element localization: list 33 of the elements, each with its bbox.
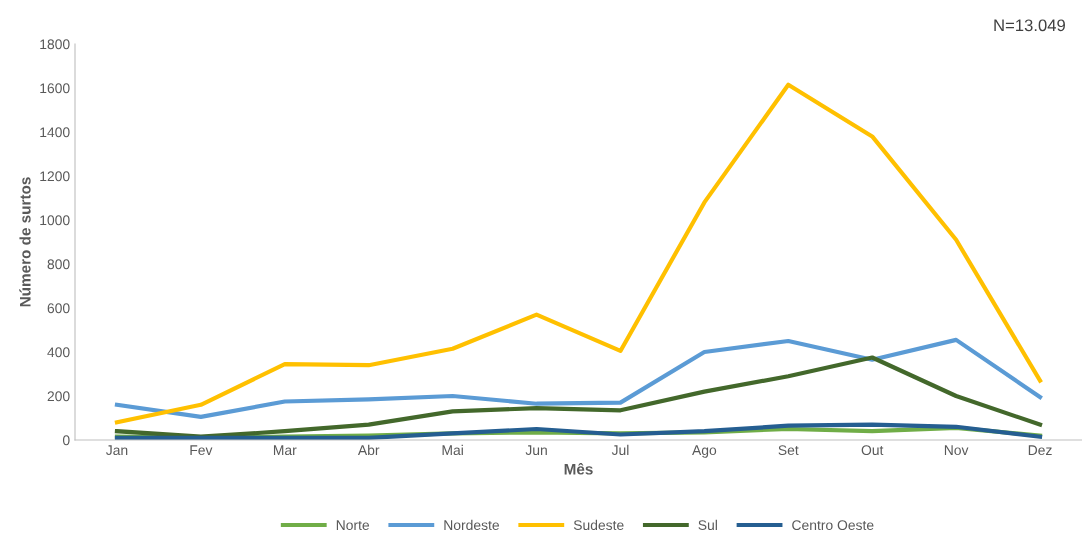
x-tick-label: Out bbox=[861, 445, 884, 456]
x-tick-label: Fev bbox=[190, 445, 213, 456]
y-tick-label: 800 bbox=[47, 259, 70, 270]
line-series bbox=[114, 82, 1043, 425]
y-tick-label: 0 bbox=[62, 435, 70, 446]
x-tick-label: Mai bbox=[442, 444, 463, 456]
line-series bbox=[114, 355, 1043, 439]
legend-label: Sul bbox=[698, 519, 717, 531]
x-tick-label: Jan bbox=[105, 445, 128, 456]
x-tick-label: Nov bbox=[944, 445, 969, 456]
y-axis-title: Número de surtos bbox=[19, 177, 31, 307]
x-tick-label: Dez bbox=[1028, 445, 1052, 456]
legend-label: Sudeste bbox=[573, 519, 624, 531]
x-tick-label: Jul bbox=[611, 444, 629, 456]
y-tick-label: 1400 bbox=[40, 127, 70, 138]
y-tick-label: 400 bbox=[47, 347, 70, 358]
line-series bbox=[114, 337, 1043, 419]
y-tick-label: 200 bbox=[47, 391, 70, 402]
y-tick-label: 600 bbox=[47, 303, 70, 314]
text: N=13.049 bbox=[994, 19, 1065, 32]
x-tick-label: Abr bbox=[357, 444, 380, 456]
x-tick-label: Set bbox=[778, 445, 799, 456]
x-tick-label: Jun bbox=[525, 445, 547, 456]
x-tick-label: Ago bbox=[692, 445, 717, 458]
x-tick-label: Mar bbox=[273, 445, 297, 456]
legend-label: Centro Oeste bbox=[792, 520, 874, 531]
legend-label: Nordeste bbox=[444, 519, 500, 531]
y-tick-label: 1200 bbox=[40, 171, 70, 182]
y-tick-label: 1000 bbox=[40, 215, 70, 226]
y-tick-label: 1600 bbox=[40, 83, 70, 94]
x-axis-title: Mês bbox=[564, 463, 593, 475]
y-tick-label: 1800 bbox=[40, 39, 70, 50]
legend-label: Norte bbox=[336, 520, 370, 531]
